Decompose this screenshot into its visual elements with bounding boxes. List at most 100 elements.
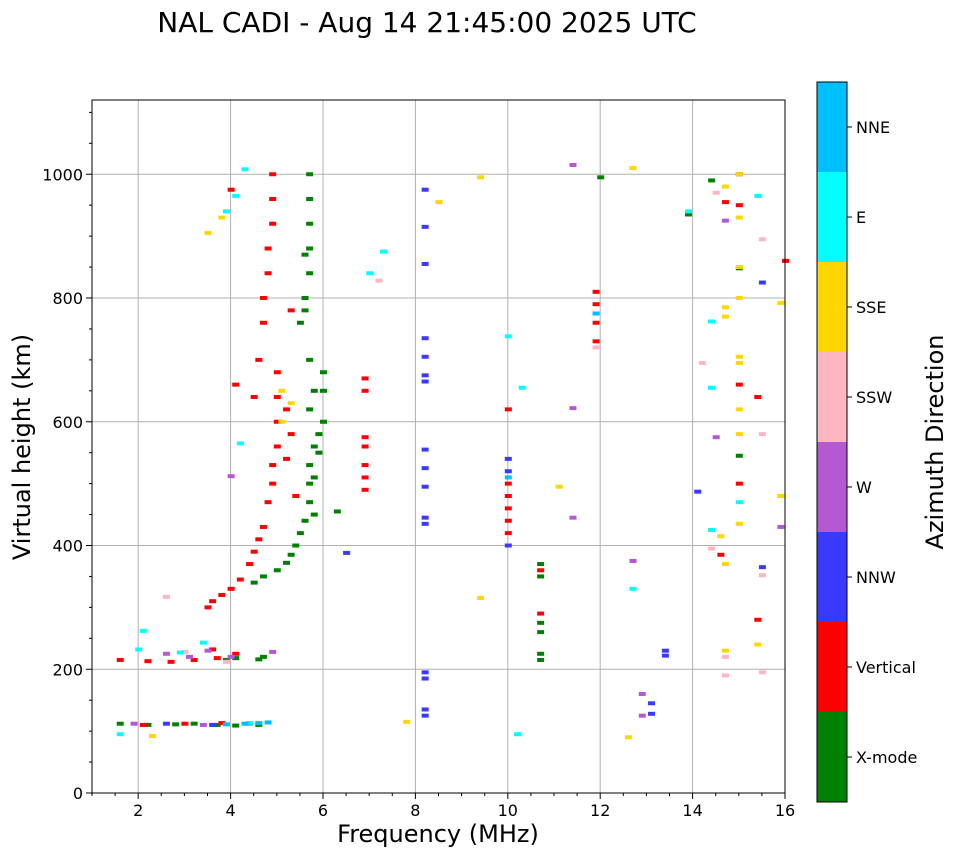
data-point-x-mode — [315, 450, 323, 455]
data-point-x-mode — [306, 172, 314, 177]
data-point-nnw — [421, 713, 429, 718]
data-point-vertical — [139, 722, 147, 727]
data-point-sse — [777, 494, 785, 498]
data-point-vertical — [144, 659, 152, 664]
data-point-nnw — [648, 701, 656, 706]
data-point-sse — [721, 314, 729, 319]
data-point-vertical — [361, 444, 369, 449]
data-point-x-mode — [144, 722, 152, 727]
data-point-nnw — [758, 280, 766, 285]
data-point-vertical — [292, 494, 300, 498]
data-point-sse — [149, 734, 157, 739]
data-point-vertical — [592, 320, 600, 325]
data-point-e — [241, 167, 249, 172]
data-point-x-mode — [333, 509, 341, 514]
data-point-x-mode — [232, 723, 240, 728]
data-point-w — [204, 648, 212, 653]
data-point-nnw — [421, 187, 429, 192]
data-point-x-mode — [597, 175, 605, 180]
data-point-x-mode — [315, 432, 323, 437]
data-point-nnw — [504, 469, 512, 474]
x-tick-label: 16 — [775, 801, 795, 820]
data-point-nnw — [421, 707, 429, 712]
data-point-vertical — [361, 435, 369, 440]
data-point-vertical — [735, 382, 743, 387]
data-point-sse — [721, 562, 729, 567]
data-point-x-mode — [292, 543, 300, 548]
data-point-vertical — [167, 659, 175, 664]
data-point-sse — [287, 401, 295, 406]
data-point-e — [754, 193, 762, 198]
data-point-vertical — [721, 200, 729, 205]
data-point-vertical — [259, 524, 267, 529]
data-point-vertical — [283, 407, 291, 412]
data-point-x-mode — [735, 453, 743, 458]
y-axis-label: Virtual height (km) — [8, 334, 36, 560]
y-tick-label: 800 — [52, 289, 83, 308]
x-tick-label: 12 — [590, 801, 610, 820]
data-point-nnw — [421, 521, 429, 526]
data-point-w — [569, 406, 577, 411]
data-point-e — [514, 732, 522, 737]
data-point-vertical — [264, 500, 272, 505]
x-tick-label: 8 — [410, 801, 420, 820]
data-point-vertical — [504, 481, 512, 486]
data-point-e — [380, 249, 388, 254]
data-point-x-mode — [232, 656, 240, 661]
data-point-e — [735, 500, 743, 505]
data-point-ssw — [162, 594, 170, 599]
data-point-w — [569, 515, 577, 520]
data-point-nnw — [421, 224, 429, 229]
chart-title: NAL CADI - Aug 14 21:45:00 2025 UTC — [157, 6, 696, 39]
data-point-x-mode — [259, 574, 267, 579]
data-point-vertical — [269, 221, 277, 226]
x-tick-label: 10 — [498, 801, 518, 820]
data-point-x-mode — [320, 388, 327, 393]
data-point-w — [227, 474, 235, 479]
data-point-vertical — [255, 357, 263, 362]
data-point-x-mode — [213, 722, 221, 727]
data-point-vertical — [361, 376, 369, 381]
data-point-ssw — [758, 573, 766, 578]
data-point-vertical — [504, 518, 512, 523]
x-tick-label: 14 — [682, 801, 702, 820]
gridlines — [92, 100, 785, 793]
data-point-vertical — [218, 721, 226, 726]
data-point-nne — [264, 720, 272, 725]
data-point-x-mode — [301, 308, 309, 313]
data-point-nnw — [648, 711, 656, 716]
colorbar-frame — [816, 81, 848, 803]
data-point-vertical — [190, 657, 198, 662]
data-point-vertical — [264, 271, 272, 276]
data-point-sse — [477, 596, 485, 601]
data-point-ssw — [222, 659, 230, 664]
data-point-w — [712, 435, 720, 440]
x-axis-label: Frequency (MHz) — [337, 820, 539, 848]
data-point-nnw — [661, 648, 669, 653]
data-point-vertical — [232, 651, 240, 656]
data-point-e — [708, 528, 716, 533]
data-point-vertical — [209, 599, 217, 604]
data-point-x-mode — [296, 320, 304, 325]
data-point-nne — [255, 721, 263, 726]
data-point-ssw — [758, 237, 766, 242]
data-point-x-mode — [537, 657, 545, 662]
data-point-w — [269, 649, 277, 654]
data-point-x-mode — [306, 271, 314, 276]
data-point-x-mode — [296, 531, 304, 536]
colorbar-label: X-mode — [856, 748, 917, 767]
data-point-vertical — [246, 562, 254, 567]
data-point-nnw — [504, 456, 512, 461]
data-point-vertical — [361, 463, 369, 468]
data-point-x-mode — [259, 654, 267, 659]
data-point-w — [638, 692, 646, 696]
data-point-e — [116, 732, 124, 737]
data-point-x-mode — [537, 574, 545, 579]
data-point-x-mode — [301, 518, 309, 523]
data-point-vertical — [592, 339, 600, 344]
colorbar: X-mode Vertical NNW W SSW SSE E NNE — [816, 81, 917, 803]
data-point-vertical — [204, 605, 212, 610]
data-point-x-mode — [306, 357, 314, 362]
data-point-sse — [777, 300, 785, 305]
data-point-vertical — [283, 456, 291, 461]
